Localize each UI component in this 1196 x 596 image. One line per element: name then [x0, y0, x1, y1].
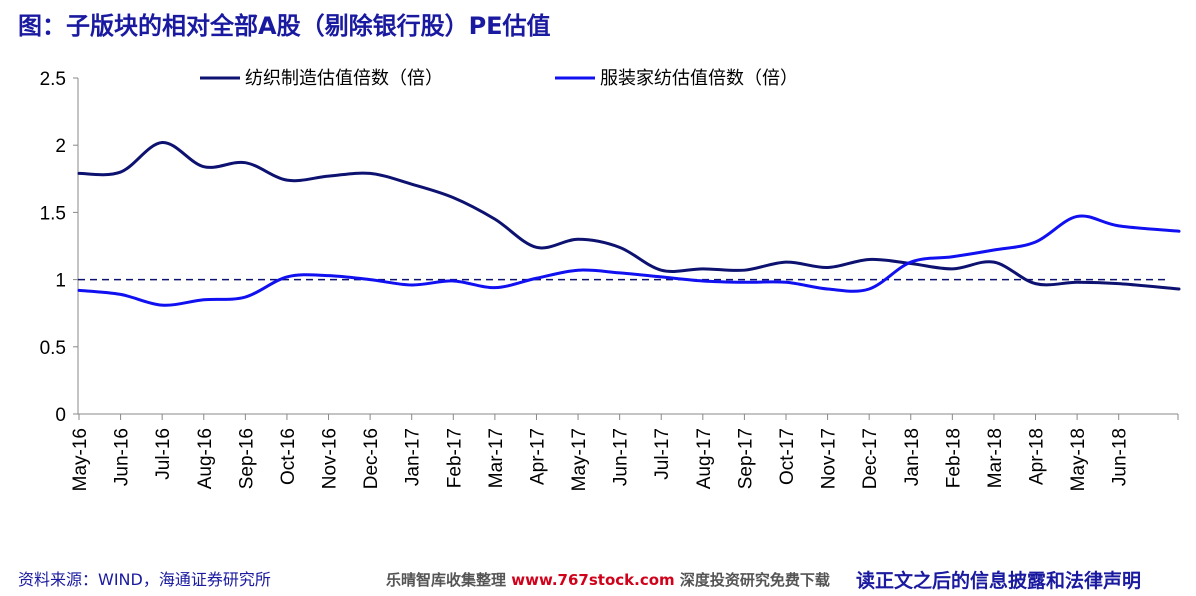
series-line-2 — [77, 214, 1181, 307]
watermark: 乐晴智库收集整理 www.767stock.com 深度投资研究免费下载 — [386, 569, 830, 590]
y-tick-label: 0 — [55, 405, 66, 426]
x-axis-ticks: May-16 Jun-16 Jul-16 Aug-16 Sep-16 Oct-16 Nov-… — [70, 414, 1179, 491]
source-note: 资料来源：WIND，海通证券研究所 — [18, 570, 271, 589]
x-tick-label: Oct-17 — [777, 428, 798, 485]
x-tick-label: Mar-17 — [486, 428, 507, 488]
x-tick-label: Jan-17 — [403, 428, 424, 486]
x-tick-label: Jun-17 — [611, 428, 632, 486]
y-tick-label: 1.5 — [40, 203, 66, 224]
x-tick-label: Apr-17 — [527, 428, 548, 485]
legend-label-series-2: 服装家纺估值倍数（倍） — [600, 68, 798, 89]
chart-title: 图：子版块的相对全部A股（剔除银行股）PE估值 — [18, 12, 551, 40]
legend: 纺织制造估值倍数（倍） 服装家纺估值倍数（倍） — [200, 68, 798, 89]
x-tick-label: Dec-16 — [361, 428, 382, 489]
x-tick-label: Feb-18 — [943, 428, 964, 488]
line-chart: 0 0.5 1 1.5 2 2.5 May-16 Jun-16 Jul-16 Aug-16 Sep… — [40, 68, 1181, 491]
x-tick-label: Aug-17 — [694, 428, 715, 489]
series-line-1 — [77, 141, 1181, 291]
x-tick-label: Nov-17 — [819, 428, 840, 489]
x-tick-label: Jun-16 — [112, 428, 133, 486]
y-tick-label: 2 — [55, 136, 66, 157]
y-axis-ticks: 0 0.5 1 1.5 2 2.5 — [40, 69, 78, 426]
y-tick-label: 0.5 — [40, 338, 66, 359]
x-tick-label: May-17 — [569, 428, 590, 491]
y-tick-label: 1 — [55, 271, 66, 292]
x-tick-label: Sep-17 — [735, 428, 756, 489]
x-tick-label: Apr-18 — [1027, 428, 1048, 485]
x-tick-label: Aug-16 — [195, 428, 216, 489]
axes — [77, 78, 1178, 415]
legend-label-series-1: 纺织制造估值倍数（倍） — [245, 68, 443, 89]
x-tick-label: Jul-16 — [153, 428, 174, 480]
watermark-suffix: 深度投资研究免费下载 — [674, 571, 830, 589]
x-tick-label: May-18 — [1068, 428, 1089, 491]
x-tick-label: Feb-17 — [444, 428, 465, 488]
x-tick-label: Dec-17 — [860, 428, 881, 489]
disclaimer: 读正文之后的信息披露和法律声明 — [856, 570, 1142, 592]
y-tick-label: 2.5 — [40, 69, 66, 90]
x-tick-label: Nov-16 — [320, 428, 341, 489]
x-tick-label: Sep-16 — [236, 428, 257, 489]
footer: 资料来源：WIND，海通证券研究所 乐晴智库收集整理 www.767stock.… — [0, 566, 1196, 596]
x-tick-label: Mar-18 — [985, 428, 1006, 488]
series-lines — [77, 141, 1181, 307]
watermark-prefix: 乐晴智库收集整理 — [386, 571, 512, 589]
x-tick-label: May-16 — [70, 428, 91, 491]
watermark-url[interactable]: www.767stock.com — [511, 571, 675, 589]
x-tick-label: Jun-18 — [1110, 428, 1131, 486]
x-tick-label: Oct-16 — [278, 428, 299, 485]
x-tick-label: Jan-18 — [902, 428, 923, 486]
x-tick-label: Jul-17 — [652, 428, 673, 480]
